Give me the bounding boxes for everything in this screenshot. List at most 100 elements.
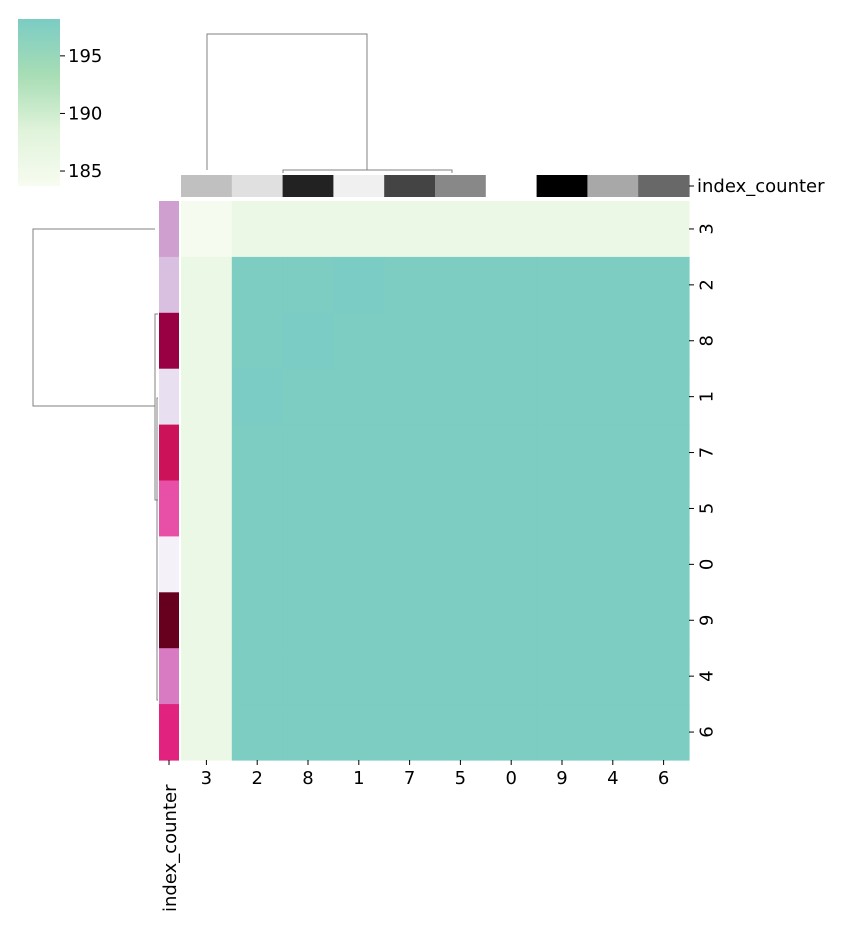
heatmap-cell: [333, 592, 385, 649]
heatmap-cell: [587, 424, 639, 482]
x-tick-label: 0: [505, 768, 516, 789]
heatmap-cell: [435, 592, 487, 649]
heatmap-cell: [384, 480, 436, 537]
heatmap-cell: [587, 368, 639, 426]
row-color-swatch: [159, 424, 179, 482]
heatmap-cell: [333, 704, 385, 761]
colorbar-tick-label: 195: [68, 46, 102, 67]
heatmap-cell: [485, 536, 538, 593]
heatmap-cell: [485, 592, 538, 649]
heatmap-cell: [333, 424, 385, 482]
heatmap-cell: [485, 256, 538, 314]
heatmap-cell: [587, 201, 639, 258]
heatmap-cell: [638, 592, 690, 649]
row-color-strip: [159, 201, 179, 765]
heatmap-cell: [536, 704, 588, 761]
column-color-swatch: [485, 175, 538, 197]
x-tick-label: 1: [353, 768, 364, 789]
heatmap-cell: [181, 536, 233, 593]
x-tick-label: 7: [404, 768, 415, 789]
column-color-swatch: [333, 175, 385, 197]
heatmap-cell: [282, 536, 334, 593]
heatmap-cell: [435, 536, 487, 593]
y-tick-label: 7: [696, 447, 717, 458]
heatmap-cell: [384, 704, 436, 761]
heatmap-cell: [333, 536, 385, 593]
heatmap-cell: [384, 592, 436, 649]
column-dendrogram: [206, 33, 453, 173]
heatmap-cell: [485, 648, 538, 705]
heatmap-cell: [485, 480, 538, 537]
y-axis-ticks: 3 2 8 1 7 5 0 9 4 6: [689, 223, 717, 738]
heatmap-cell: [485, 424, 538, 482]
heatmap-cell: [181, 201, 233, 258]
heatmap-cell: [384, 536, 436, 593]
heatmap-cell: [384, 648, 436, 705]
heatmap-cell: [638, 648, 690, 705]
heatmap-cell: [282, 256, 334, 314]
heatmap-cell: [333, 256, 385, 314]
heatmap-cell: [536, 648, 588, 705]
row-dendro-link-low: [156, 397, 158, 701]
row-color-swatch: [159, 536, 179, 593]
heatmap-cell: [333, 368, 385, 426]
x-tick-label: 9: [556, 768, 567, 789]
heatmap-cell: [638, 424, 690, 482]
heatmap-cell: [435, 368, 487, 426]
heatmap-cell: [282, 201, 334, 258]
y-tick-label: 2: [696, 279, 717, 290]
heatmap-cell: [384, 256, 436, 314]
heatmap-cell: [435, 424, 487, 482]
x-tick-label: 8: [302, 768, 313, 789]
heatmap-cell: [181, 648, 233, 705]
heatmap-cell: [536, 256, 588, 314]
heatmap-cell: [587, 536, 639, 593]
y-tick-label: 6: [696, 726, 717, 737]
heatmap-cell: [536, 424, 588, 482]
heatmap-cell: [181, 312, 233, 370]
row-color-swatch: [159, 704, 179, 761]
colorbar-ticks: 185 190 195: [60, 46, 102, 182]
y-tick-label: 0: [696, 559, 717, 570]
heatmap-cell: [181, 256, 233, 314]
heatmap-cell: [435, 704, 487, 761]
heatmap-cell: [384, 368, 436, 426]
heatmap-cell: [638, 704, 690, 761]
row-color-swatch: [159, 256, 179, 314]
column-color-swatch: [435, 175, 487, 197]
heatmap-cells: [181, 201, 690, 761]
heatmap-cell: [435, 312, 487, 370]
y-tick-label: 8: [696, 335, 717, 346]
heatmap-cell: [435, 648, 487, 705]
heatmap-cell: [485, 368, 538, 426]
column-color-swatch: [282, 175, 334, 197]
row-color-swatch: [159, 368, 179, 426]
colorbar-tick-label: 185: [68, 161, 102, 182]
heatmap-cell: [587, 256, 639, 314]
heatmap-cell: [638, 368, 690, 426]
x-axis-ticks: 3 2 8 1 7 5 0 9 4 6: [201, 760, 669, 789]
row-dendrogram: [32, 228, 158, 701]
colorbar-gradient: [18, 19, 60, 186]
x-tick-label: 4: [607, 768, 618, 789]
heatmap-cell: [435, 480, 487, 537]
y-tick-label: 9: [696, 615, 717, 626]
heatmap-cell: [638, 312, 690, 370]
row-dendro-link-top: [32, 228, 155, 407]
heatmap-cell: [587, 592, 639, 649]
heatmap-cell: [435, 256, 487, 314]
heatmap-cell: [587, 480, 639, 537]
heatmap-cell: [384, 201, 436, 258]
heatmap-cell: [231, 704, 284, 761]
heatmap-cell: [587, 648, 639, 705]
heatmap-cell: [231, 201, 284, 258]
heatmap-cell: [384, 424, 436, 482]
column-color-swatch: [536, 175, 588, 197]
heatmap-cell: [282, 312, 334, 370]
column-color-swatch: [181, 175, 233, 197]
heatmap-cell: [333, 201, 385, 258]
heatmap-cell: [282, 592, 334, 649]
column-color-swatch: [231, 175, 284, 197]
heatmap-cell: [282, 648, 334, 705]
